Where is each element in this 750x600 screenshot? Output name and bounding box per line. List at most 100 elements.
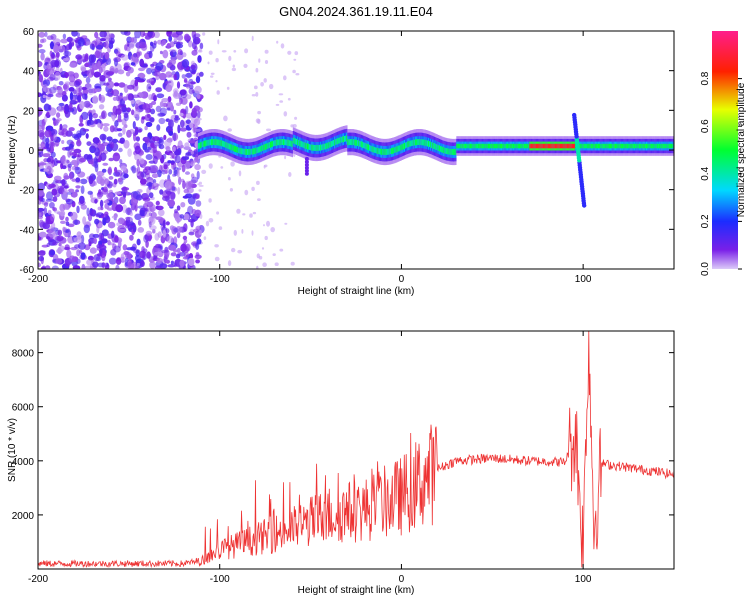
heatmap-cell [54,175,62,182]
heatmap-cell [622,143,624,149]
heatmap-cell [517,143,519,149]
heatmap-cell [490,143,492,149]
heatmap-cell [279,139,281,146]
heatmap-cell [231,67,237,72]
heatmap-cell [494,143,496,149]
heatmap-cell [170,252,177,257]
heatmap-cell [132,121,136,129]
heatmap-cell [631,143,634,149]
heatmap-cell [325,143,327,150]
heatmap-cell [627,143,629,149]
x-tick-label: -200 [28,274,48,285]
heatmap-cell [249,148,251,155]
heatmap-cell [81,111,89,120]
heatmap-cell [38,43,43,48]
heatmap-cell [151,173,159,179]
heatmap-cell [227,142,229,149]
heatmap-cell [124,44,128,51]
heatmap-cell [204,140,206,147]
heatmap-cell [344,135,346,142]
heatmap-cell [66,191,73,195]
heatmap-cell [208,139,211,146]
heatmap-cell [182,195,189,199]
heatmap-cell [375,147,377,154]
heatmap-cell [406,142,408,148]
heatmap-cell [62,57,70,62]
heatmap-cell [134,79,139,87]
heatmap-cell [598,143,600,149]
heatmap-cell [50,213,55,222]
heatmap-cell [357,140,359,147]
heatmap-cell [636,143,638,149]
heatmap-cell [129,211,133,216]
heatmap-cell [562,143,564,149]
heatmap-cell [146,83,152,92]
heatmap-cell [134,126,139,136]
heatmap-cell [638,143,640,149]
heatmap-cell [558,143,561,149]
heatmap-cell [179,112,184,117]
heatmap-cell [155,248,162,252]
heatmap-cell [144,114,152,122]
heatmap-cell [228,55,232,62]
heatmap-cell [95,44,104,50]
heatmap-cell [134,213,142,221]
heatmap-cell [167,160,172,164]
y-tick-label: -40 [20,225,35,236]
heatmap-cell [276,40,279,44]
heatmap-cell [226,142,228,149]
heatmap-cell [131,109,135,116]
heatmap-cell [61,179,66,187]
heatmap-cell [38,31,46,38]
heatmap-cell [563,143,565,149]
heatmap-cell [656,143,659,149]
heatmap-cell [195,252,200,257]
heatmap-cell [269,83,274,90]
heatmap-cell [175,43,184,49]
heatmap-cell [544,143,546,149]
heatmap-cell [167,62,173,68]
heatmap-cell [166,187,171,197]
heatmap-cell [99,248,103,255]
heatmap-cell [354,139,357,146]
heatmap-cell [556,143,558,149]
heatmap-cell [441,146,443,153]
heatmap-cell [173,92,181,99]
heatmap-cell [509,143,511,149]
heatmap-cell [112,96,117,101]
heatmap-cell [620,143,623,149]
heatmap-cell [469,143,471,149]
heatmap-cell [201,169,207,174]
heatmap-cell [61,94,68,102]
heatmap-cell [289,140,291,147]
heatmap-cell [231,144,233,151]
heatmap-cell [122,110,130,115]
heatmap-cell [643,143,646,149]
heatmap-cell [267,142,269,149]
heatmap-cell [136,159,140,167]
heatmap-cell [402,143,405,150]
heatmap-cell [279,248,284,252]
heatmap-cell [407,141,409,148]
heatmap-cell [349,139,351,145]
heatmap-cell [167,199,176,207]
heatmap-cell [58,81,64,86]
heatmap-cell [498,143,501,149]
heatmap-cell [449,148,452,155]
snr-x-ticks: -200 -100 0 100 [28,331,592,585]
heatmap-cell [255,67,259,73]
heatmap-cell [159,50,163,55]
colorbar-tick-label: 0.8 [700,71,711,85]
heatmap-cell [425,140,428,147]
heatmap-cell [359,140,361,147]
heatmap-cell [141,116,146,120]
heatmap-cell [351,139,353,146]
colorbar-tick-label: 0.0 [700,262,711,276]
colorbar-label: Normalized spectral amplitude [736,82,747,217]
heatmap-cell [385,149,387,155]
heatmap-cell [237,249,243,254]
heatmap-cell [263,78,267,83]
heatmap-cell [94,31,99,39]
heatmap-cell [40,197,45,203]
heatmap-cell [60,220,66,224]
